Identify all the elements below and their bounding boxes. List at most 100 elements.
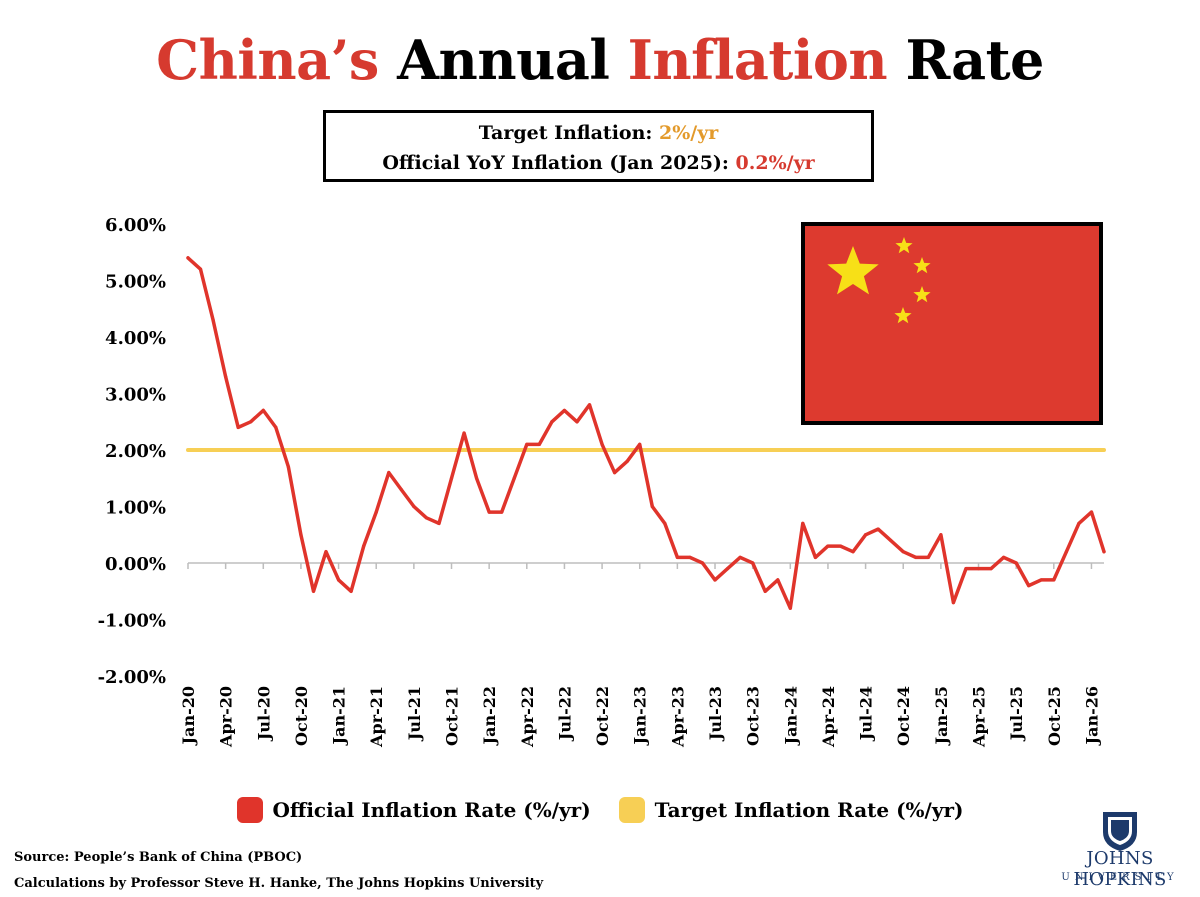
target-inflation-label: Target Inflation: xyxy=(478,122,660,144)
y-tick-label: 0.00% xyxy=(105,554,166,575)
official-inflation-point xyxy=(575,420,579,424)
legend-label-target: Target Inflation Rate (%/yr) xyxy=(654,798,964,822)
y-tick-label: 3.00% xyxy=(105,385,166,406)
chart-title: China’s Annual Inflation Rate xyxy=(0,24,1200,96)
official-inflation-point xyxy=(362,544,366,548)
official-inflation-point xyxy=(299,533,303,537)
official-inflation-point xyxy=(311,589,316,593)
x-tick-label: Oct-23 xyxy=(744,686,763,746)
official-inflation-point xyxy=(650,504,654,509)
official-inflation-point xyxy=(550,420,554,424)
official-inflation-point xyxy=(487,510,491,514)
legend-item-official: Official Inflation Rate (%/yr) xyxy=(236,797,591,823)
official-inflation-point xyxy=(236,425,240,429)
flag-small-star-icon xyxy=(913,257,931,274)
official-inflation-point xyxy=(537,442,541,446)
flag-small-star-icon xyxy=(913,286,931,303)
official-inflation-point xyxy=(1077,521,1081,526)
x-tick-label: Jul-23 xyxy=(706,686,725,742)
official-inflation-point xyxy=(399,487,403,492)
official-inflation-point xyxy=(1039,578,1043,582)
y-tick-label: -1.00% xyxy=(98,611,166,632)
x-tick-label: Oct-22 xyxy=(593,686,612,746)
x-tick-label: Jul-25 xyxy=(1007,686,1026,742)
official-inflation-point xyxy=(286,465,290,469)
target-inflation-value: 2%/yr xyxy=(659,122,719,144)
official-inflation-point xyxy=(863,533,868,537)
official-inflation-point xyxy=(989,567,993,571)
china-flag-image xyxy=(801,222,1103,425)
x-tick-label: Jul-20 xyxy=(254,686,273,742)
official-inflation-point xyxy=(688,555,692,559)
jhu-shield-icon xyxy=(1103,812,1137,851)
official-inflation-point xyxy=(1102,550,1106,554)
y-tick-label: 5.00% xyxy=(105,272,166,293)
y-tick-label: 6.00% xyxy=(105,215,166,236)
x-tick-label: Oct-25 xyxy=(1045,686,1064,746)
official-inflation-point xyxy=(562,408,567,413)
x-tick-label: Jul-24 xyxy=(857,686,876,742)
official-inflation-point xyxy=(1064,550,1068,554)
x-tick-label: Apr-21 xyxy=(367,686,386,748)
official-inflation-point xyxy=(675,555,679,559)
official-inflation-point xyxy=(851,550,855,554)
official-inflation-point xyxy=(700,561,705,565)
legend-item-target: Target Inflation Rate (%/yr) xyxy=(618,797,964,823)
target-inflation-line: Target Inflation: 2%/yr xyxy=(326,118,871,148)
official-inflation-point xyxy=(387,471,391,475)
flag-small-star-icon xyxy=(894,307,912,324)
legend-swatch-official xyxy=(236,797,263,823)
x-tick-label: Jan-26 xyxy=(1082,686,1101,746)
title-word-rate: Rate xyxy=(905,28,1044,92)
official-inflation-point xyxy=(600,442,604,446)
x-tick-label: Jan-24 xyxy=(781,686,800,746)
official-inflation-point xyxy=(876,527,880,531)
official-inflation-label: Official YoY Inflation (Jan 2025): xyxy=(382,152,736,174)
x-tick-label: Apr-20 xyxy=(217,686,236,748)
credit-note: Calculations by Professor Steve H. Hanke… xyxy=(14,876,544,891)
x-tick-label: Oct-21 xyxy=(443,686,462,746)
official-inflation-point xyxy=(374,510,378,514)
official-inflation-point xyxy=(889,538,893,542)
x-tick-label: Apr-23 xyxy=(668,686,687,748)
chart-legend: Official Inflation Rate (%/yr) Target In… xyxy=(0,790,1200,830)
legend-swatch-target xyxy=(618,797,645,823)
official-inflation-point xyxy=(776,578,780,582)
official-inflation-point xyxy=(625,459,629,463)
official-inflation-point xyxy=(475,476,479,480)
official-inflation-point xyxy=(788,606,792,610)
official-inflation-point xyxy=(525,442,529,446)
official-inflation-line: Official YoY Inflation (Jan 2025): 0.2%/… xyxy=(326,148,871,178)
y-tick-label: -2.00% xyxy=(98,667,166,688)
official-inflation-point xyxy=(198,267,203,271)
official-inflation-point xyxy=(838,544,843,548)
x-tick-label: Apr-25 xyxy=(970,686,989,748)
official-inflation-point xyxy=(512,476,516,480)
official-inflation-point xyxy=(1052,578,1056,582)
official-inflation-point xyxy=(613,471,617,475)
x-tick-label: Jan-21 xyxy=(330,686,349,746)
official-inflation-point xyxy=(738,555,742,559)
official-inflation-point xyxy=(801,521,805,526)
official-inflation-point xyxy=(462,431,466,435)
official-inflation-point xyxy=(324,550,328,554)
official-inflation-point xyxy=(1027,584,1031,588)
jhu-logo-sub: UNIVERSITY xyxy=(1061,872,1179,883)
official-inflation-point xyxy=(336,578,341,582)
official-inflation-point xyxy=(763,589,767,593)
x-tick-label: Apr-22 xyxy=(518,686,537,748)
official-inflation-point xyxy=(751,561,755,565)
official-inflation-point xyxy=(813,555,817,559)
official-inflation-point xyxy=(663,521,667,526)
official-inflation-point xyxy=(274,425,278,429)
official-inflation-point xyxy=(349,589,353,593)
official-inflation-point xyxy=(412,504,416,509)
x-tick-label: Jan-22 xyxy=(480,686,499,746)
official-inflation-point xyxy=(211,318,215,322)
official-inflation-point xyxy=(725,567,730,571)
source-note: Source: People’s Bank of China (PBOC) xyxy=(14,850,303,865)
official-inflation-point xyxy=(939,533,943,537)
flag-small-star-icon xyxy=(895,237,913,254)
official-inflation-point xyxy=(424,516,429,520)
title-word-annual: Annual xyxy=(397,28,610,92)
